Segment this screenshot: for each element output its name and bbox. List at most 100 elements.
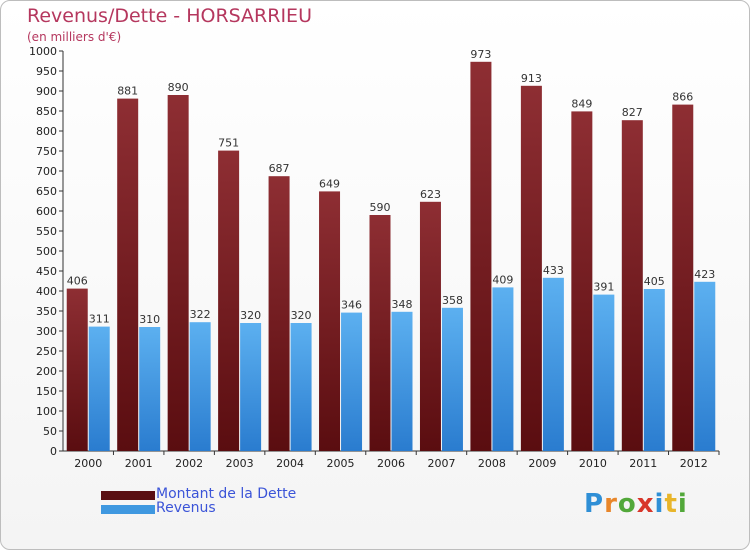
y-tick-label: 900 — [36, 85, 57, 98]
logo-letter: i — [654, 489, 665, 519]
bar-dette — [369, 215, 391, 451]
y-tick-label: 700 — [36, 165, 57, 178]
data-label: 973 — [470, 48, 491, 61]
y-tick-label: 600 — [36, 205, 57, 218]
y-tick-label: 950 — [36, 65, 57, 78]
x-tick-label: 2003 — [226, 457, 254, 470]
data-label: 866 — [672, 91, 693, 104]
bar-revenus — [88, 326, 110, 451]
data-label: 913 — [521, 72, 542, 85]
bar-dette — [621, 120, 643, 451]
bar-dette — [167, 95, 189, 451]
y-tick-label: 200 — [36, 365, 57, 378]
data-label: 423 — [694, 268, 715, 281]
x-tick-label: 2010 — [579, 457, 607, 470]
bar-revenus — [643, 289, 665, 451]
x-tick-label: 2000 — [74, 457, 102, 470]
y-tick-label: 0 — [50, 445, 57, 458]
y-tick-label: 750 — [36, 145, 57, 158]
chart-subtitle: (en milliers d'€) — [27, 30, 122, 44]
y-tick-label: 550 — [36, 225, 57, 238]
bar-dette — [319, 191, 341, 451]
y-tick-label: 300 — [36, 325, 57, 338]
data-label: 311 — [89, 313, 110, 326]
y-tick-label: 100 — [36, 405, 57, 418]
logo-letter: i — [677, 489, 688, 519]
data-label: 849 — [571, 97, 592, 110]
bar-dette — [672, 104, 694, 451]
x-tick-label: 2005 — [327, 457, 355, 470]
bar-dette — [117, 98, 139, 451]
y-tick-label: 150 — [36, 385, 57, 398]
legend-item-revenus: Revenus — [101, 500, 401, 518]
bar-revenus — [341, 312, 363, 451]
y-tick-label: 800 — [36, 125, 57, 138]
bar-dette — [66, 288, 88, 451]
x-tick-label: 2001 — [125, 457, 153, 470]
bar-revenus — [542, 277, 564, 451]
data-label: 433 — [543, 264, 564, 277]
data-label: 348 — [392, 298, 413, 311]
x-tick-label: 2012 — [680, 457, 708, 470]
bar-revenus — [391, 311, 413, 451]
data-label: 827 — [622, 106, 643, 119]
logo-letter: P — [584, 489, 605, 519]
logo-letter: r — [604, 489, 618, 519]
y-tick-label: 1000 — [29, 45, 57, 58]
y-tick-label: 650 — [36, 185, 57, 198]
bar-revenus — [593, 294, 615, 451]
data-label: 687 — [269, 162, 290, 175]
bar-revenus — [189, 322, 211, 451]
data-label: 310 — [139, 313, 160, 326]
x-tick-label: 2007 — [427, 457, 455, 470]
x-tick-label: 2009 — [528, 457, 556, 470]
bar-dette — [218, 150, 240, 451]
data-label: 751 — [218, 137, 239, 150]
chart-title: Revenus/Dette - HORSARRIEU — [27, 5, 312, 27]
x-tick-label: 2002 — [175, 457, 203, 470]
y-tick-label: 450 — [36, 265, 57, 278]
data-label: 358 — [442, 294, 463, 307]
y-tick-label: 350 — [36, 305, 57, 318]
proxiti-logo: Proxiti — [584, 489, 688, 519]
bar-revenus — [240, 323, 262, 451]
data-label: 405 — [644, 275, 665, 288]
data-label: 320 — [240, 309, 261, 322]
logo-letter: o — [617, 489, 637, 519]
logo-letter: t — [664, 489, 678, 519]
data-label: 649 — [319, 177, 340, 190]
y-tick-label: 500 — [36, 245, 57, 258]
data-label: 322 — [190, 308, 211, 321]
data-label: 391 — [593, 281, 614, 294]
x-tick-label: 2008 — [478, 457, 506, 470]
data-label: 346 — [341, 299, 362, 312]
bar-dette — [520, 85, 542, 452]
bar-revenus — [290, 323, 312, 451]
data-label: 320 — [291, 309, 312, 322]
y-tick-label: 850 — [36, 105, 57, 118]
y-tick-label: 400 — [36, 285, 57, 298]
y-tick-label: 50 — [43, 425, 57, 438]
legend-label-dette: Montant de la Dette — [156, 486, 297, 502]
bar-dette — [268, 176, 290, 451]
data-label: 890 — [168, 81, 189, 94]
bar-revenus — [492, 287, 514, 451]
bar-dette — [470, 61, 492, 452]
x-tick-label: 2004 — [276, 457, 304, 470]
bar-dette — [571, 111, 593, 452]
legend-item-dette: Montant de la Dette — [101, 486, 401, 504]
legend-swatch-revenus — [101, 505, 155, 514]
legend-label-revenus: Revenus — [156, 500, 216, 516]
bar-revenus — [441, 307, 463, 451]
data-label: 881 — [117, 85, 138, 98]
data-label: 409 — [492, 273, 513, 286]
x-tick-label: 2011 — [629, 457, 657, 470]
bar-revenus — [139, 327, 161, 451]
legend-swatch-dette — [101, 491, 155, 500]
y-tick-label: 250 — [36, 345, 57, 358]
bar-revenus — [694, 281, 716, 451]
x-tick-label: 2006 — [377, 457, 405, 470]
data-label: 623 — [420, 188, 441, 201]
